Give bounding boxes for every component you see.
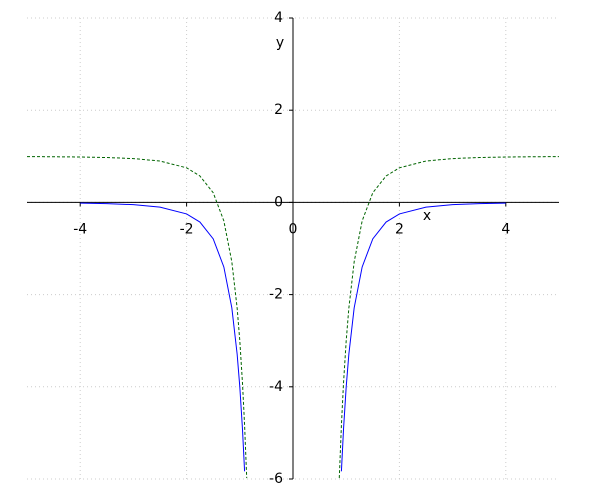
x-tick-label: -4 bbox=[73, 221, 87, 237]
x-tick-label: 4 bbox=[501, 221, 510, 237]
y-tick-label: -2 bbox=[269, 287, 283, 303]
y-tick-label: 2 bbox=[274, 102, 283, 118]
line-series bbox=[26, 156, 560, 479]
y-tick-label: -4 bbox=[269, 379, 283, 395]
x-tick-label: 2 bbox=[395, 221, 404, 237]
y-tick-label: 4 bbox=[274, 10, 283, 26]
x-axis-label: x bbox=[423, 208, 431, 224]
y-axis-label: y bbox=[276, 35, 284, 51]
y-tick-label: -6 bbox=[269, 471, 283, 487]
x-tick-label: -2 bbox=[180, 221, 194, 237]
line-series bbox=[80, 202, 506, 472]
